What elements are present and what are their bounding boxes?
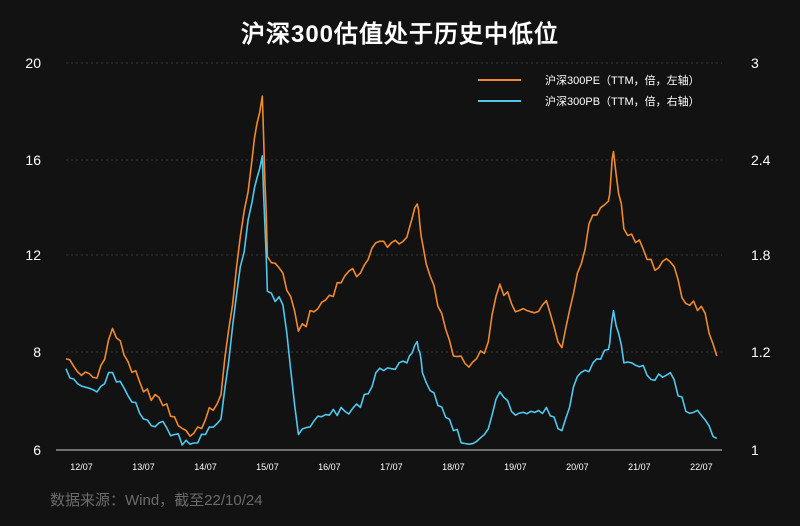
legend-label: 沪深300PE（TTM，倍，左轴） [545,73,700,87]
x-tick-label: 13/07 [132,462,155,472]
x-tick-label: 18/07 [442,462,465,472]
legend: 沪深300PE（TTM，倍，左轴） 沪深300PB（TTM，倍，右轴） [478,73,700,108]
y-right-tick-label: 1 [751,442,759,458]
tick-labels: 6 8 12 16 20 1 1.2 1.8 2.4 3 12/07 13/07 14/07 15/07 1… [25,55,770,472]
x-tick-label: 20/07 [566,462,589,472]
y-left-tick-label: 20 [25,55,41,71]
y-right-tick-label: 3 [751,55,759,71]
series-lines [65,95,718,446]
legend-label: 沪深300PB（TTM，倍，右轴） [545,94,700,108]
x-tick-label: 19/07 [504,462,527,472]
x-tick-label: 16/07 [318,462,341,472]
source-note: 数据来源：Wind，截至22/10/24 [50,492,263,509]
y-left-tick-label: 12 [25,247,41,263]
y-right-tick-label: 2.4 [751,152,771,168]
y-right-tick-label: 1.8 [751,247,771,263]
y-right-tick-label: 1.2 [751,344,771,360]
y-left-tick-label: 6 [33,442,41,458]
x-tick-label: 22/07 [690,462,713,472]
series-line-pb [65,155,718,446]
x-tick-label: 15/07 [256,462,279,472]
y-left-tick-label: 8 [33,344,41,360]
chart-title: 沪深300估值处于历史中低位 [240,21,560,48]
series-line-pe [65,95,718,437]
x-tick-label: 17/07 [380,462,403,472]
x-tick-label: 21/07 [628,462,651,472]
x-tick-label: 14/07 [194,462,217,472]
y-left-tick-label: 16 [25,152,41,168]
x-tick-label: 12/07 [70,462,93,472]
